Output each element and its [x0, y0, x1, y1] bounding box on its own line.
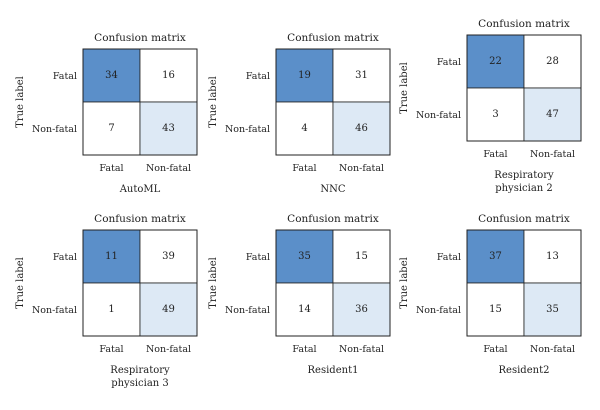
y-axis-label: True label — [208, 257, 219, 309]
panel-title: Confusion matrix — [287, 32, 379, 44]
panel-caption: Respiratory — [494, 170, 554, 181]
y-tick-label: Fatal — [437, 252, 461, 263]
matrix-border — [466, 229, 582, 337]
matrix-cell — [82, 101, 141, 156]
y-tick-label: Fatal — [53, 252, 77, 263]
matrix-cell — [523, 229, 582, 284]
x-tick-label: Fatal — [99, 344, 123, 355]
matrix-border — [275, 229, 391, 337]
y-tick-label: Fatal — [53, 71, 77, 82]
matrix-cell — [466, 229, 525, 284]
cell-value-label: 31 — [355, 70, 368, 81]
matrix-cell — [332, 101, 391, 156]
cell-value-label: 15 — [489, 304, 502, 315]
confusion-matrix-panel: Confusion matrix True label 19 31 4 46 Fatal No… — [208, 32, 391, 195]
matrix-cell — [523, 282, 582, 337]
panel-caption: Resident2 — [499, 365, 550, 376]
cell-value-label: 13 — [546, 251, 559, 262]
cell-value-label: 37 — [489, 251, 502, 262]
cell-value-label: 46 — [355, 123, 368, 134]
confusion-matrix-panel: Confusion matrix True label 22 28 3 47 Fatal No… — [399, 18, 582, 194]
cell-value-label: 47 — [546, 109, 559, 120]
y-axis-label: True label — [208, 76, 219, 128]
matrix-cell — [82, 48, 141, 103]
cell-value-label: 36 — [355, 304, 368, 315]
matrix-cell — [466, 282, 525, 337]
x-tick-label: Non-fatal — [146, 344, 191, 355]
cell-value-label: 15 — [355, 251, 368, 262]
x-tick-label: Fatal — [483, 149, 507, 160]
cell-value-label: 49 — [162, 304, 175, 315]
y-axis-label: True label — [15, 257, 26, 309]
cell-value-label: 35 — [546, 304, 559, 315]
panel-caption: Resident1 — [308, 365, 359, 376]
x-tick-label: Fatal — [483, 344, 507, 355]
cell-value-label: 28 — [546, 56, 559, 67]
cell-value-label: 34 — [105, 70, 118, 81]
x-tick-label: Non-fatal — [146, 163, 191, 174]
panel-caption: AutoML — [119, 184, 161, 195]
y-axis-label: True label — [399, 257, 410, 309]
panel-caption: physician 3 — [111, 378, 169, 389]
panel-title: Confusion matrix — [287, 213, 379, 225]
y-tick-label: Fatal — [246, 71, 270, 82]
cell-value-label: 19 — [298, 70, 311, 81]
cell-value-label: 43 — [162, 123, 175, 134]
y-tick-label: Fatal — [437, 57, 461, 68]
panel-title: Confusion matrix — [478, 18, 570, 30]
panel-caption: Respiratory — [110, 365, 170, 376]
y-tick-label: Non-fatal — [225, 305, 270, 316]
confusion-matrix-panel: Confusion matrix True label 35 15 14 36 Fatal N… — [208, 213, 391, 376]
matrix-cell — [332, 48, 391, 103]
x-tick-label: Non-fatal — [530, 149, 575, 160]
matrix-cell — [139, 48, 198, 103]
cell-value-label: 35 — [298, 251, 311, 262]
cell-value-label: 11 — [105, 251, 118, 262]
x-tick-label: Fatal — [292, 344, 316, 355]
cell-value-label: 14 — [298, 304, 311, 315]
cell-value-label: 16 — [162, 70, 175, 81]
panel-caption: physician 2 — [495, 183, 553, 194]
x-tick-label: Non-fatal — [339, 344, 384, 355]
cell-value-label: 4 — [301, 123, 307, 134]
panel-caption: NNC — [320, 184, 346, 195]
x-tick-label: Non-fatal — [339, 163, 384, 174]
matrix-border — [82, 229, 198, 337]
matrix-border — [275, 48, 391, 156]
cell-value-label: 3 — [492, 109, 498, 120]
confusion-matrix-panel: Confusion matrix True label 34 16 7 43 Fatal No… — [15, 32, 198, 195]
x-tick-label: Fatal — [99, 163, 123, 174]
y-tick-label: Non-fatal — [32, 305, 77, 316]
matrix-cell — [523, 87, 582, 142]
matrix-border — [82, 48, 198, 156]
cell-value-label: 7 — [108, 123, 114, 134]
y-axis-label: True label — [15, 76, 26, 128]
matrix-border — [466, 34, 582, 142]
confusion-matrix-panel: Confusion matrix True label 37 13 15 35 Fatal N… — [399, 213, 582, 376]
x-tick-label: Non-fatal — [530, 344, 575, 355]
panel-title: Confusion matrix — [94, 213, 186, 225]
panel-title: Confusion matrix — [94, 32, 186, 44]
y-tick-label: Fatal — [246, 252, 270, 263]
y-tick-label: Non-fatal — [32, 124, 77, 135]
cell-value-label: 1 — [108, 304, 114, 315]
x-tick-label: Fatal — [292, 163, 316, 174]
y-axis-label: True label — [399, 62, 410, 114]
cell-value-label: 39 — [162, 251, 175, 262]
y-tick-label: Non-fatal — [225, 124, 270, 135]
y-tick-label: Non-fatal — [416, 110, 461, 121]
cell-value-label: 22 — [489, 56, 502, 67]
matrix-cell — [139, 101, 198, 156]
y-tick-label: Non-fatal — [416, 305, 461, 316]
matrix-cell — [332, 229, 391, 284]
confusion-matrix-panel: Confusion matrix True label 11 39 1 49 Fatal No… — [15, 213, 198, 389]
panel-title: Confusion matrix — [478, 213, 570, 225]
matrix-cell — [275, 229, 334, 284]
